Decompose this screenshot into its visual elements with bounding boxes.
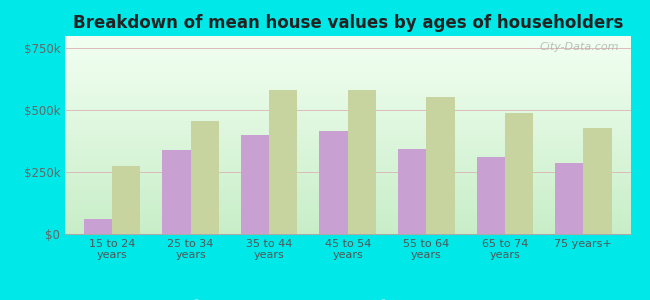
Bar bbox=[84, 219, 112, 234]
Bar bbox=[241, 135, 269, 234]
Bar bbox=[269, 90, 298, 234]
Bar bbox=[348, 90, 376, 234]
Bar bbox=[584, 128, 612, 234]
Legend: East Longmeadow, Massachusetts: East Longmeadow, Massachusetts bbox=[177, 295, 518, 300]
Bar bbox=[320, 131, 348, 234]
Bar bbox=[426, 97, 454, 234]
Bar bbox=[398, 148, 426, 234]
Bar bbox=[162, 150, 190, 234]
Bar bbox=[190, 122, 219, 234]
Bar bbox=[505, 113, 533, 234]
Bar bbox=[555, 164, 584, 234]
Title: Breakdown of mean house values by ages of householders: Breakdown of mean house values by ages o… bbox=[73, 14, 623, 32]
Bar bbox=[112, 166, 140, 234]
Bar bbox=[476, 157, 505, 234]
Text: City-Data.com: City-Data.com bbox=[540, 42, 619, 52]
